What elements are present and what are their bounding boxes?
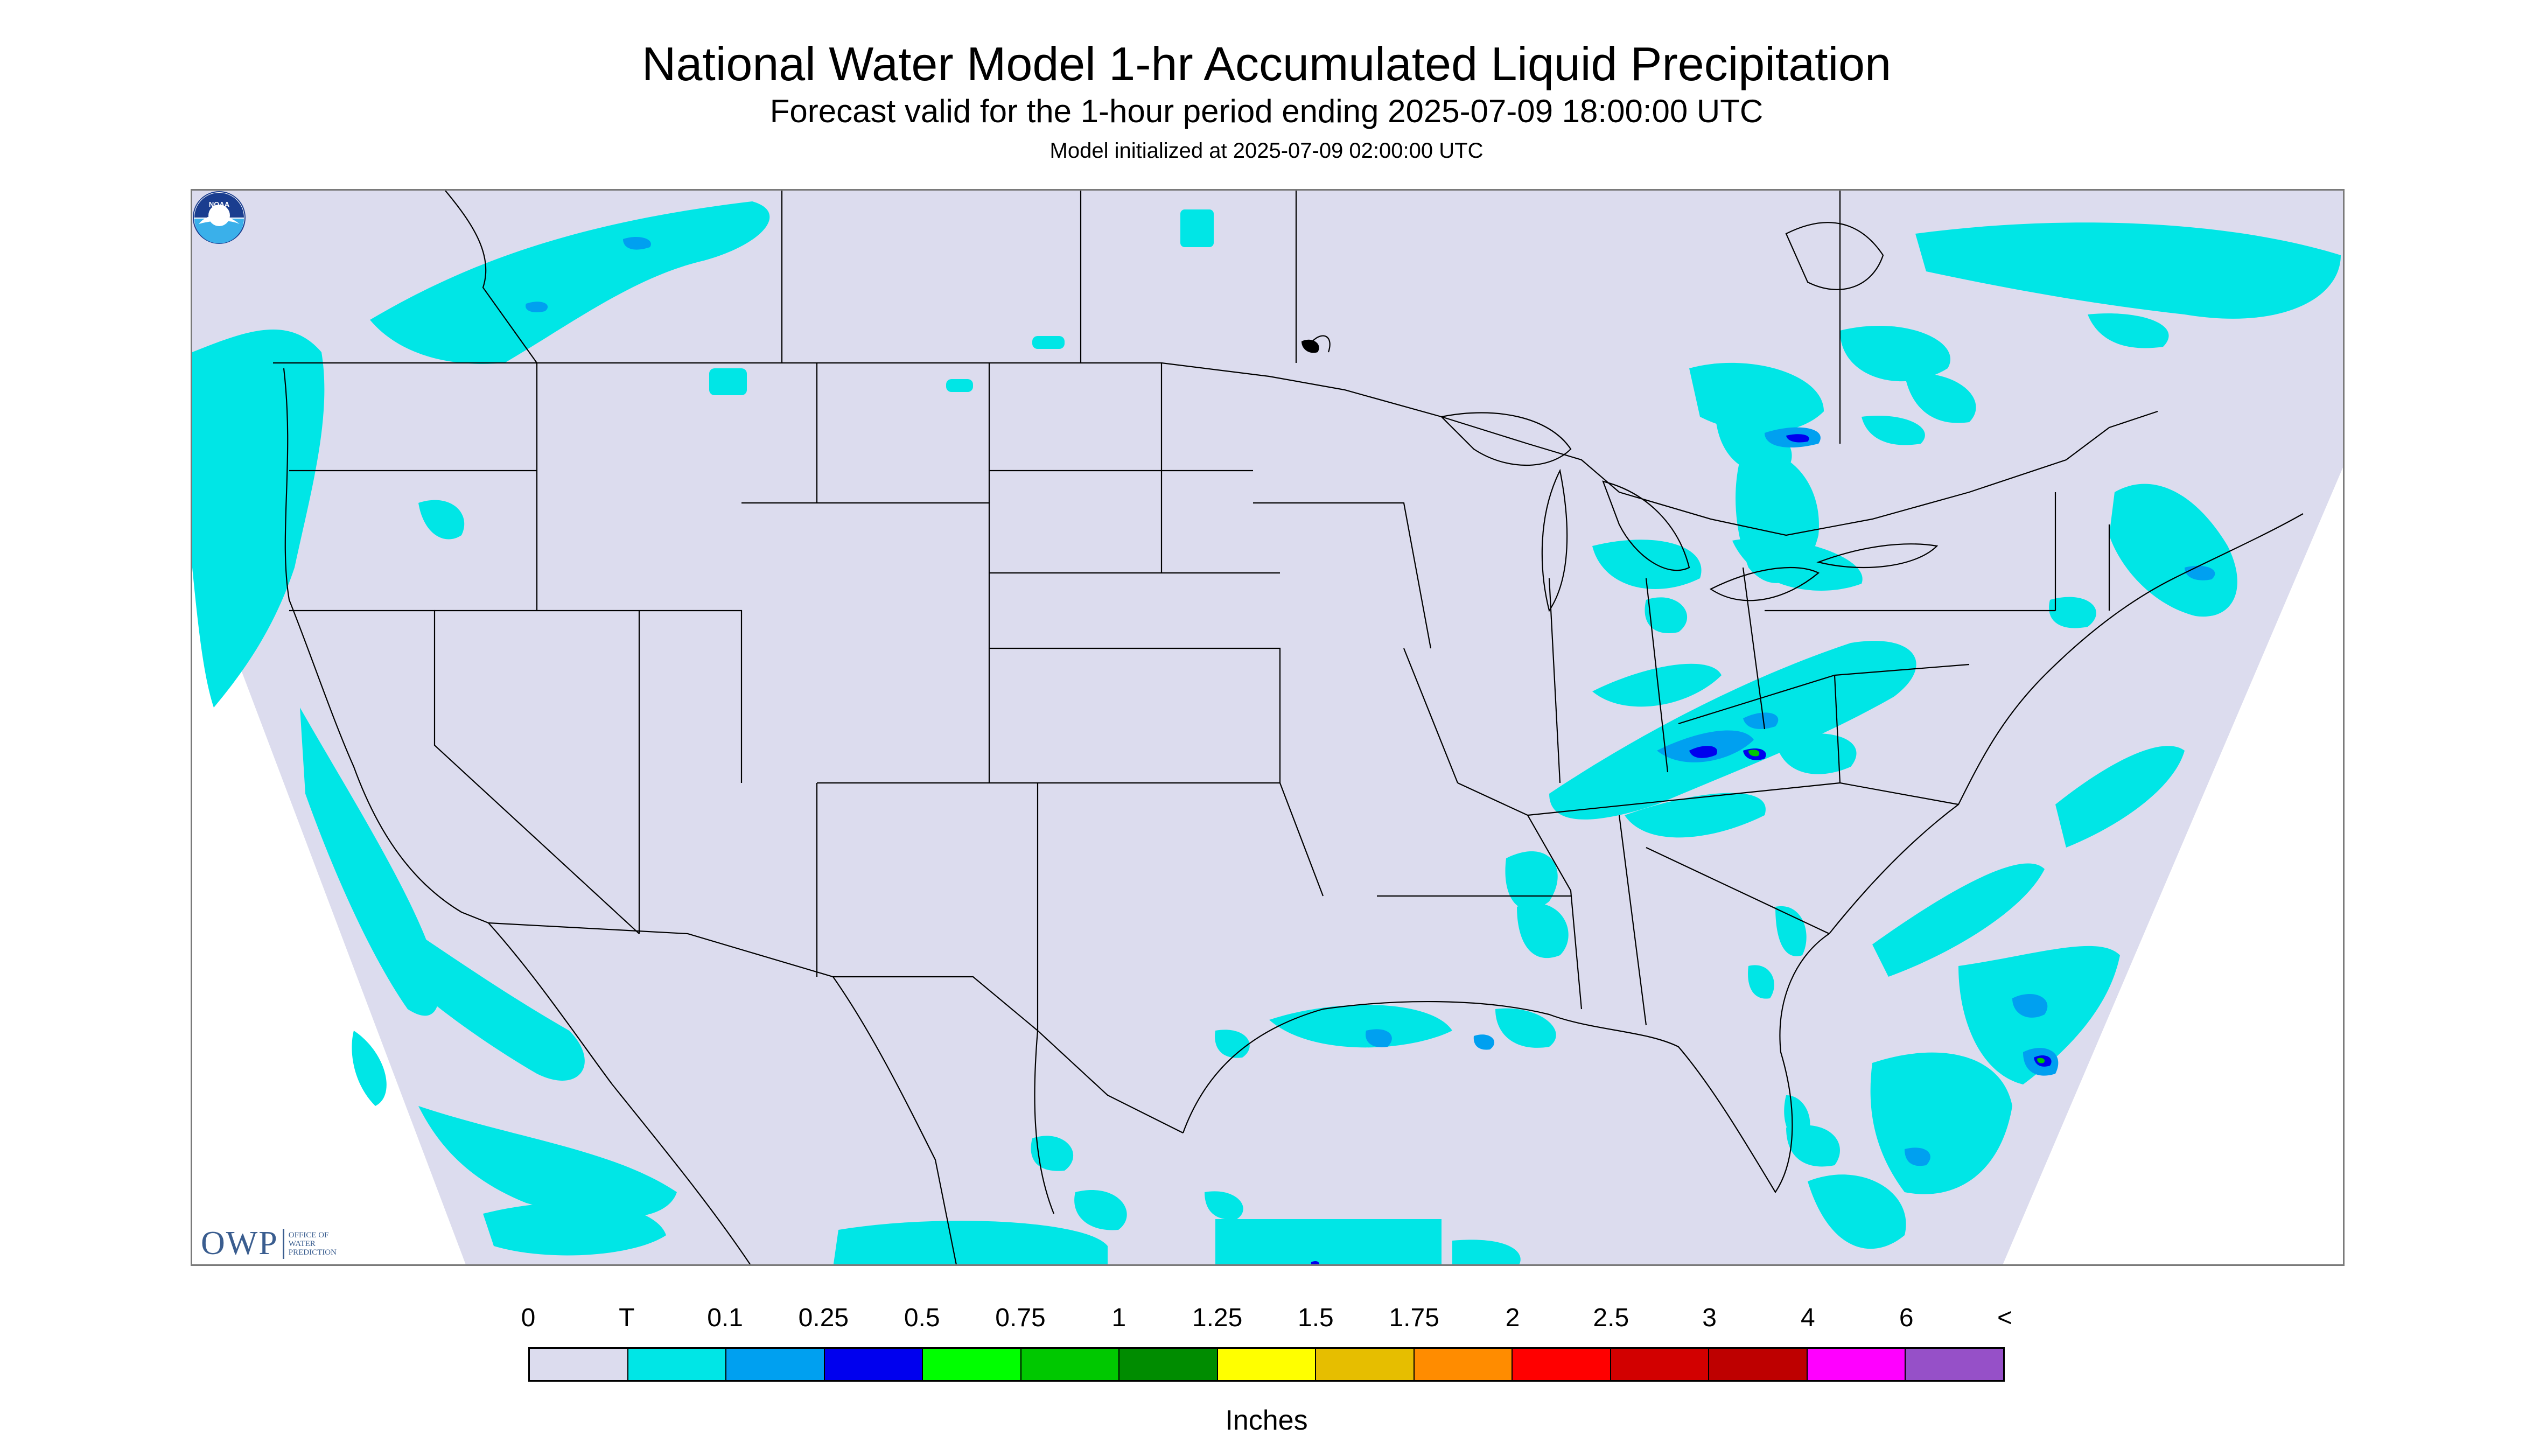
legend-swatch — [530, 1349, 628, 1380]
legend-swatch — [1709, 1349, 1808, 1380]
legend-label: 1.75 — [1389, 1304, 1439, 1332]
owp-line-2: WATER — [288, 1239, 316, 1248]
model-init-text: Model initialized at 2025-07-09 02:00:00… — [1049, 139, 1484, 163]
legend-labels: 0 T 0.1 0.25 0.5 0.75 1 1.25 1.5 1.75 2 2.5 3 4 6 < — [0, 1303, 2533, 1335]
legend-swatch — [824, 1349, 923, 1380]
owp-divider — [282, 1228, 284, 1259]
legend-swatch — [1316, 1349, 1415, 1380]
owp-line-3: PREDICTION — [288, 1248, 337, 1257]
precip-moderate-ne — [1786, 434, 1809, 443]
legend-units: Inches — [1225, 1405, 1308, 1436]
precip-light-gulf — [1366, 1029, 1495, 1050]
precip-new-england — [2049, 484, 2237, 628]
legend-label: 0.25 — [798, 1304, 849, 1332]
precip-canada-central — [709, 209, 1214, 395]
legend-colorbar — [528, 1347, 2005, 1382]
noaa-logo-icon: NOAA — [193, 191, 246, 244]
owp-name: OFFICE OF WATER PREDICTION — [289, 1231, 353, 1257]
legend-label: 2.5 — [1593, 1304, 1629, 1332]
precip-moderate-mexico — [1311, 1261, 1319, 1264]
legend-label: 1.5 — [1298, 1304, 1334, 1332]
legend-swatch — [1414, 1349, 1513, 1380]
map-canvas — [192, 191, 2343, 1264]
model-domain — [192, 191, 2343, 1264]
lake-of-woods — [1302, 339, 1319, 353]
owp-logo: OWP OFFICE OF WATER PREDICTION — [201, 1224, 353, 1263]
legend-label: < — [1997, 1304, 2013, 1332]
noaa-text: NOAA — [209, 200, 230, 208]
legend-swatch — [1807, 1349, 1906, 1380]
legend-swatch — [1906, 1349, 2003, 1380]
map-title: National Water Model 1-hr Accumulated Li… — [641, 37, 1892, 90]
precip-atlantic — [1786, 746, 2185, 1249]
precip-great-lakes — [1592, 449, 1863, 633]
precip-pacific-south — [300, 708, 677, 1256]
precipitation-map: OWP OFFICE OF WATER PREDICTION NOAA — [191, 189, 2345, 1266]
legend-label: 6 — [1899, 1304, 1914, 1332]
legend-label: 0.1 — [707, 1304, 743, 1332]
precip-mexico — [833, 1219, 1521, 1264]
owp-line-1: OFFICE OF — [288, 1230, 329, 1240]
legend-swatch — [923, 1349, 1021, 1380]
precip-heavy-ohio — [1748, 750, 1760, 757]
legend-label: 3 — [1702, 1304, 1717, 1332]
legend-swatch — [1513, 1349, 1611, 1380]
legend-swatch — [628, 1349, 727, 1380]
legend-swatch — [1217, 1349, 1317, 1380]
precip-light-nw — [526, 236, 651, 313]
legend-label: 0.5 — [904, 1304, 940, 1332]
legend-swatch — [1611, 1349, 1710, 1380]
precip-heavy-atlantic — [2037, 1058, 2045, 1063]
legend-label: 1.25 — [1192, 1304, 1243, 1332]
precip-pacific-northwest — [192, 201, 770, 708]
legend-label: 1 — [1111, 1304, 1126, 1332]
legend-label: 0.75 — [995, 1304, 1046, 1332]
legend-label: T — [619, 1304, 635, 1332]
legend-label: 2 — [1505, 1304, 1520, 1332]
legend-swatch — [1119, 1349, 1218, 1380]
legend-swatch — [1021, 1349, 1120, 1380]
owp-abbrev: OWP — [201, 1225, 278, 1262]
precip-southeast — [1031, 906, 1810, 1230]
legend-label: 0 — [521, 1304, 536, 1332]
precip-ohio-valley-band — [1505, 641, 1916, 958]
map-subtitle: Forecast valid for the 1-hour period end… — [769, 93, 1764, 129]
political-boundaries — [273, 191, 2304, 1264]
legend-swatch — [726, 1349, 825, 1380]
legend-label: 4 — [1801, 1304, 1815, 1332]
